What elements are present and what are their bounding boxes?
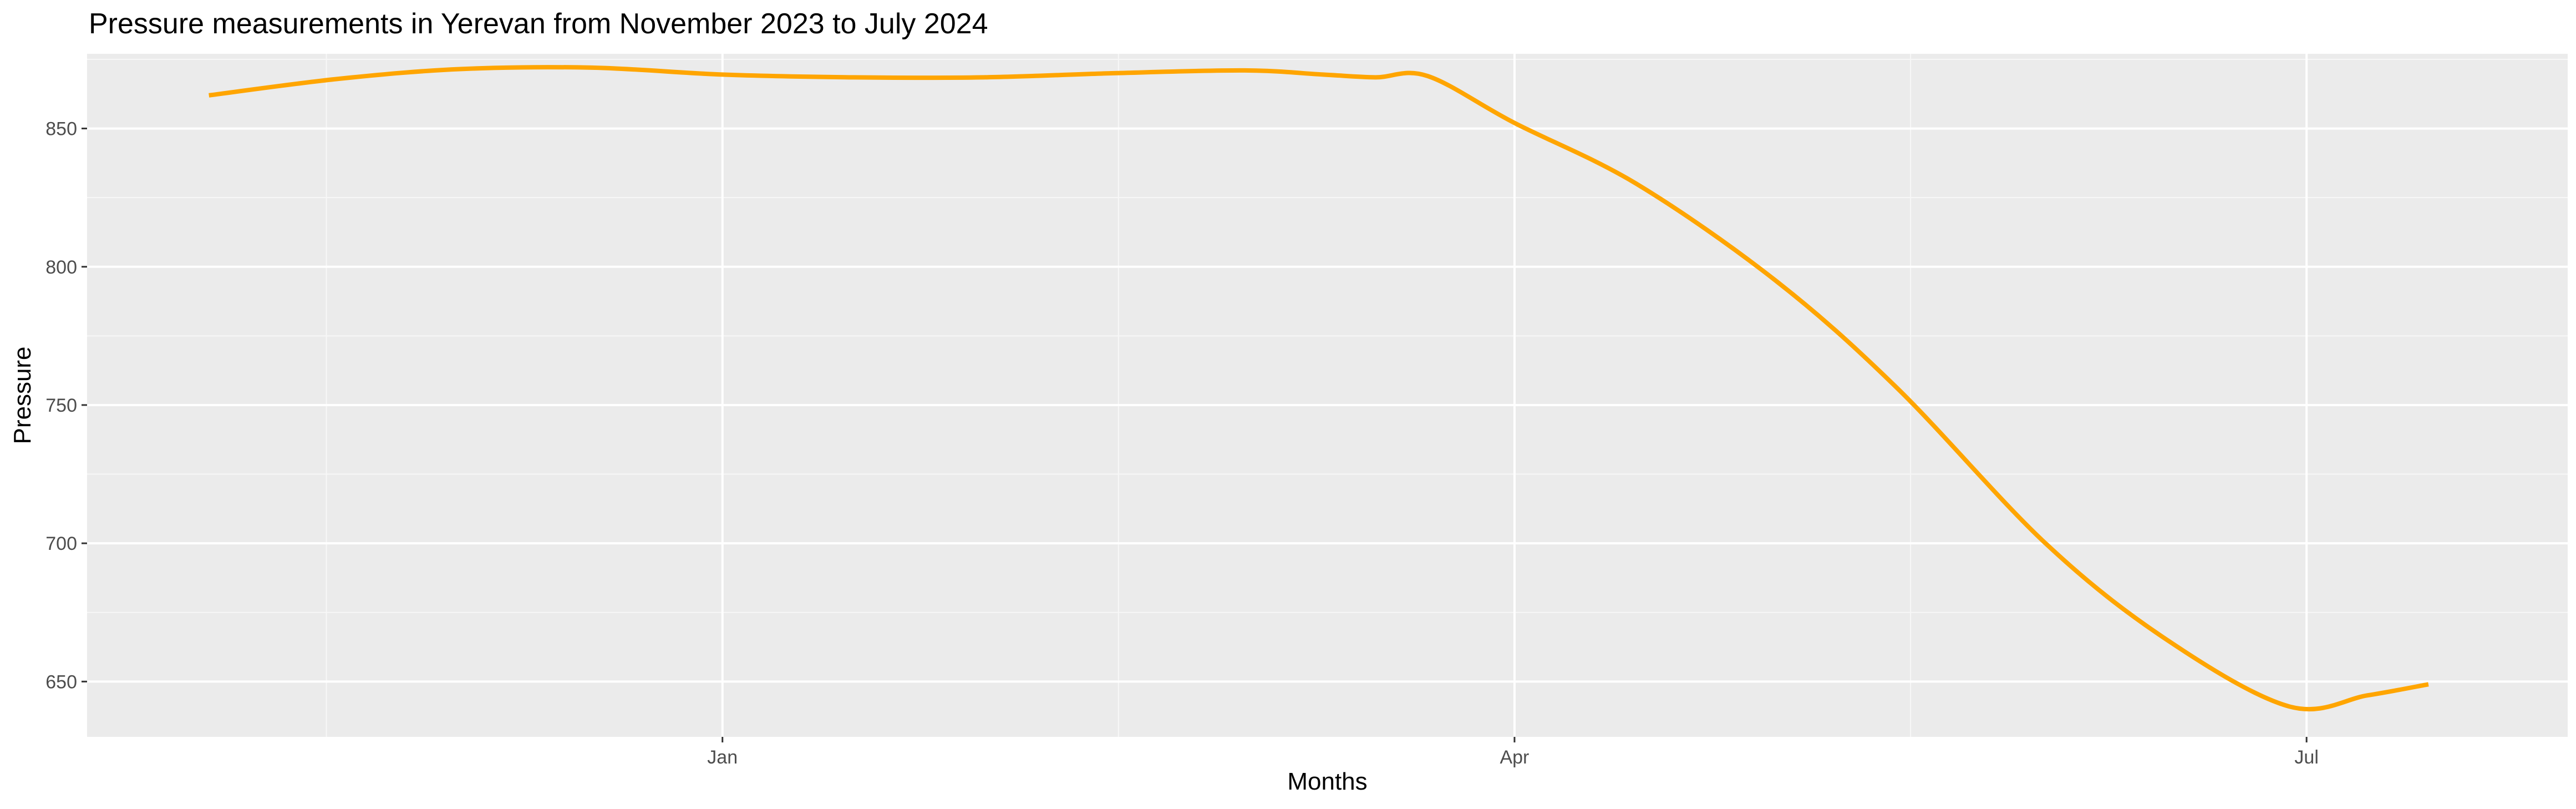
y-axis: 650 700 750 800 850 bbox=[45, 119, 87, 692]
series-line bbox=[209, 65, 2429, 712]
minor-gridlines-x bbox=[326, 54, 1912, 737]
x-axis-title: Months bbox=[1287, 768, 1367, 795]
y-tick-label: 750 bbox=[45, 395, 77, 416]
series-layer bbox=[209, 65, 2429, 712]
x-axis: Jan Apr Jul bbox=[707, 737, 2319, 768]
major-gridlines-x bbox=[721, 54, 2308, 737]
x-tick-label: Apr bbox=[1500, 747, 1529, 768]
y-tick-label: 650 bbox=[45, 671, 77, 692]
y-tick-label: 700 bbox=[45, 533, 77, 554]
minor-gridlines-y bbox=[87, 58, 2568, 613]
major-gridlines-y bbox=[87, 127, 2568, 683]
x-tick-label: Jan bbox=[707, 747, 738, 768]
chart-title: Pressure measurements in Yerevan from No… bbox=[89, 8, 988, 40]
plot-panel bbox=[87, 54, 2568, 737]
x-tick-label: Jul bbox=[2294, 747, 2318, 768]
y-tick-label: 850 bbox=[45, 119, 77, 140]
y-axis-title: Pressure bbox=[9, 346, 36, 444]
y-tick-label: 800 bbox=[45, 257, 77, 278]
